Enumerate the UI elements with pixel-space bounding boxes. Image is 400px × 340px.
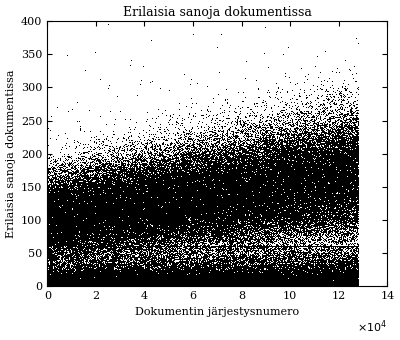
Text: $\times 10^{4}$: $\times 10^{4}$ [357, 318, 387, 335]
Title: Erilaisia sanoja dokumentissa: Erilaisia sanoja dokumentissa [123, 5, 312, 19]
Y-axis label: Erilaisia sanoja dokumentissa: Erilaisia sanoja dokumentissa [6, 69, 16, 238]
X-axis label: Dokumentin järjestysnumero: Dokumentin järjestysnumero [135, 307, 299, 317]
